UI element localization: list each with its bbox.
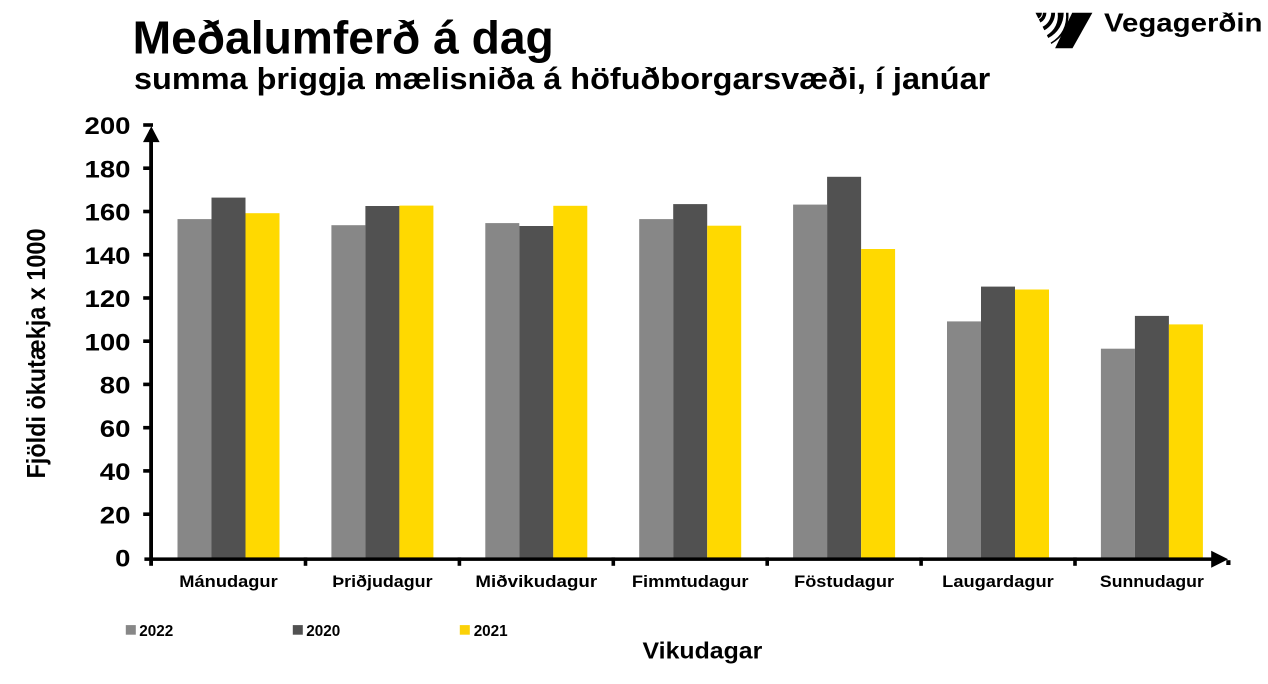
svg-text:40: 40 xyxy=(100,459,131,486)
svg-text:Föstudagur: Föstudagur xyxy=(794,572,894,591)
svg-text:Mánudagur: Mánudagur xyxy=(179,572,278,591)
svg-text:2020: 2020 xyxy=(306,623,340,640)
svg-text:120: 120 xyxy=(85,286,131,313)
svg-text:0: 0 xyxy=(115,546,130,573)
svg-text:Fjöldi ökutækja x 1000: Fjöldi ökutækja x 1000 xyxy=(21,229,51,479)
svg-text:Sunnudagur: Sunnudagur xyxy=(1100,572,1204,591)
svg-text:180: 180 xyxy=(85,156,131,183)
svg-text:Meðalumferð á dag: Meðalumferð á dag xyxy=(133,12,554,64)
svg-text:Miðvikudagur: Miðvikudagur xyxy=(475,572,597,591)
svg-text:2022: 2022 xyxy=(139,623,173,640)
svg-text:summa þriggja mælisniða á höfu: summa þriggja mælisniða á höfuðborgarsvæ… xyxy=(134,61,990,96)
svg-text:20: 20 xyxy=(100,502,131,529)
svg-text:Laugardagur: Laugardagur xyxy=(942,572,1054,591)
svg-text:Fimmtudagur: Fimmtudagur xyxy=(632,572,749,591)
svg-text:200: 200 xyxy=(85,113,131,140)
svg-text:2021: 2021 xyxy=(474,623,508,640)
svg-text:Þriðjudagur: Þriðjudagur xyxy=(332,572,433,591)
svg-text:140: 140 xyxy=(85,243,131,270)
svg-text:60: 60 xyxy=(100,416,131,443)
svg-text:100: 100 xyxy=(85,329,131,356)
svg-text:80: 80 xyxy=(100,373,131,400)
svg-text:Vegagerðin: Vegagerðin xyxy=(1104,7,1263,37)
svg-text:160: 160 xyxy=(85,200,131,227)
svg-text:Vikudagar: Vikudagar xyxy=(643,638,763,664)
